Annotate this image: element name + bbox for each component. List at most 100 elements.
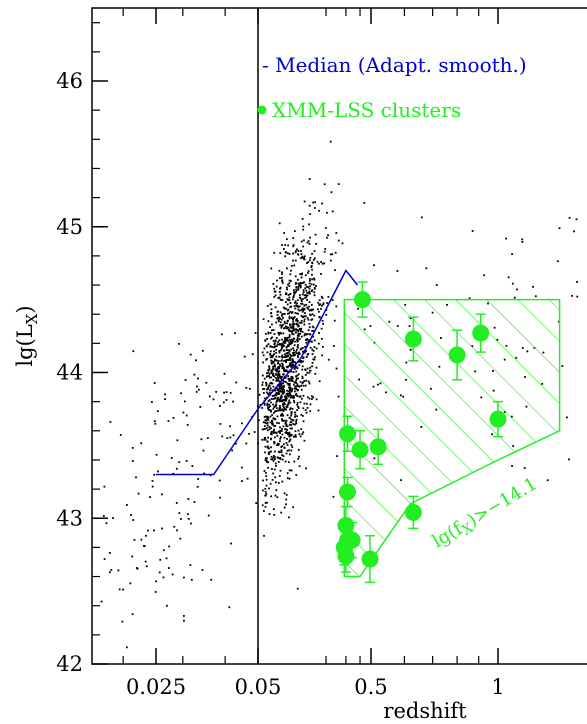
field-point [275, 285, 278, 288]
field-point [100, 600, 103, 603]
field-point [274, 462, 277, 465]
field-point [373, 264, 375, 267]
field-point [299, 330, 302, 333]
field-point [267, 386, 270, 389]
field-point [313, 291, 316, 294]
field-point [271, 323, 273, 326]
field-point [132, 519, 135, 521]
field-point [272, 508, 275, 511]
field-point [273, 343, 276, 346]
field-point [306, 292, 309, 294]
field-point [205, 381, 208, 384]
field-point [294, 353, 296, 356]
field-point [149, 496, 151, 499]
field-point [300, 302, 303, 305]
field-point [153, 420, 156, 423]
field-point [275, 401, 278, 403]
field-point [286, 392, 289, 395]
field-point [280, 344, 283, 346]
field-point [212, 398, 215, 401]
field-point [279, 321, 282, 324]
field-point [277, 457, 280, 459]
field-point [300, 347, 303, 350]
field-point [532, 285, 534, 288]
field-point [270, 361, 273, 364]
field-point [274, 290, 277, 293]
field-point [287, 354, 289, 357]
field-point [167, 420, 170, 422]
field-point [262, 354, 265, 357]
field-points [100, 140, 579, 649]
field-point [301, 302, 304, 305]
field-point [576, 281, 578, 283]
field-point [289, 438, 292, 441]
field-point [298, 364, 301, 367]
field-point [266, 446, 269, 449]
field-point [285, 393, 288, 396]
field-point [316, 308, 319, 311]
field-point [265, 492, 268, 495]
field-point [298, 284, 301, 286]
field-point [308, 305, 310, 308]
median-line [156, 269, 359, 476]
field-point [266, 375, 269, 377]
field-point [310, 283, 313, 286]
field-point [271, 389, 274, 392]
field-point [280, 430, 283, 432]
field-point [298, 395, 301, 398]
field-point [292, 333, 295, 336]
field-point [273, 287, 276, 290]
field-point [326, 236, 328, 239]
field-point [293, 368, 296, 370]
field-point [102, 515, 105, 517]
field-point [321, 345, 324, 348]
field-point [298, 465, 301, 468]
field-point [288, 386, 290, 389]
field-point [303, 439, 306, 442]
field-point [283, 341, 286, 344]
field-point [275, 379, 278, 382]
field-point [272, 283, 275, 285]
field-point [298, 338, 301, 341]
field-point [172, 472, 175, 475]
legend-cluster-marker [257, 105, 267, 115]
field-point [288, 433, 291, 435]
y-tick-label: 43 [56, 506, 83, 530]
field-point [271, 346, 274, 348]
field-point [273, 296, 276, 298]
field-point [289, 407, 292, 410]
field-point [280, 318, 283, 321]
field-point [281, 375, 283, 378]
field-point [118, 588, 121, 591]
field-point [280, 324, 282, 327]
field-point [277, 362, 279, 365]
field-point [178, 512, 181, 515]
field-point [288, 330, 291, 333]
field-point [151, 401, 153, 403]
field-point [290, 411, 293, 413]
field-point [290, 365, 293, 368]
field-point [282, 382, 284, 385]
field-point [263, 437, 266, 439]
field-point [276, 421, 278, 424]
field-point [311, 252, 313, 255]
field-point [164, 393, 166, 396]
field-point [268, 409, 270, 411]
field-point [275, 351, 277, 354]
field-point [272, 375, 275, 377]
field-point [279, 469, 282, 472]
field-point [334, 251, 337, 254]
field-point [286, 337, 289, 340]
field-point [293, 460, 296, 463]
field-point [262, 489, 264, 492]
field-point [177, 342, 180, 345]
field-point [284, 340, 287, 343]
field-point [278, 375, 281, 378]
field-point [179, 537, 182, 540]
field-point [180, 392, 183, 395]
field-point [145, 565, 148, 568]
field-point [310, 319, 313, 321]
field-point [154, 422, 157, 425]
field-point [290, 469, 293, 472]
field-point [300, 273, 303, 276]
